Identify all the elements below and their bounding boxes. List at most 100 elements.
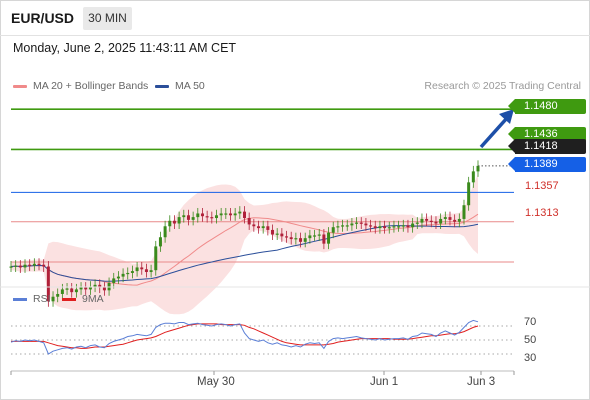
candle-body <box>60 289 64 294</box>
legend-ma20: MA 20 + Bollinger Bands <box>13 80 148 92</box>
rsi-ma-swatch <box>62 297 76 301</box>
candle-body <box>168 220 172 227</box>
candle-body <box>224 213 228 215</box>
candle-body <box>313 235 317 237</box>
candle-body <box>364 223 368 226</box>
candle-body <box>88 286 92 290</box>
legend-ma20-label: MA 20 + Bollinger Bands <box>33 80 149 92</box>
candle-body <box>182 215 186 218</box>
candle-body <box>228 213 232 216</box>
candle-body <box>280 233 284 237</box>
candle-body <box>191 217 195 220</box>
candle-body <box>177 217 181 224</box>
candle-body <box>359 222 363 224</box>
forecast-arrow-shaft <box>479 116 509 149</box>
timeframe-button[interactable]: 30 MIN <box>83 7 132 30</box>
pivot-tag: 1.1389 <box>508 157 586 172</box>
candle-body <box>331 227 335 233</box>
candle-body <box>149 270 153 273</box>
candle-body <box>252 224 256 227</box>
candle-body <box>28 264 32 266</box>
candle-body <box>378 226 382 229</box>
rsi-level-70: 70 <box>524 316 537 328</box>
resistance-2-tag: 1.1480 <box>508 99 586 114</box>
candle-body <box>205 216 209 218</box>
candle-body <box>56 293 60 297</box>
candle-body <box>411 223 415 228</box>
candle-body <box>406 225 410 228</box>
legend-ma50-label: MA 50 <box>175 80 205 92</box>
candle-body <box>74 289 78 293</box>
candle-body <box>261 226 265 229</box>
candle-body <box>434 221 438 224</box>
rsi-ma-line <box>11 323 479 349</box>
candle-body <box>257 226 261 229</box>
rsi-swatch <box>13 297 27 301</box>
x-label-may30: May 30 <box>197 376 235 388</box>
candle-body <box>233 213 237 216</box>
legend-ma50: MA 50 <box>155 80 205 92</box>
legend-rsi-ma-label: 9MA <box>82 293 104 305</box>
candle-body <box>439 218 443 224</box>
candle-body <box>383 226 387 229</box>
candle-body <box>327 232 331 244</box>
candle-body <box>443 217 447 219</box>
candle-body <box>9 266 13 268</box>
candle-body <box>214 215 218 219</box>
candle-body <box>289 237 293 240</box>
chart-header: EUR/USD 30 MIN <box>0 0 590 36</box>
candle-body <box>415 222 419 224</box>
candle-body <box>476 165 480 172</box>
rsi-line <box>10 319 479 355</box>
candle-body <box>186 215 190 220</box>
candle-body <box>51 296 55 302</box>
candle-body <box>401 225 405 227</box>
ma20-swatch <box>13 84 27 88</box>
candle-body <box>23 264 27 268</box>
symbol-label: EUR/USD <box>11 10 75 26</box>
candle-body <box>126 272 130 275</box>
candle-body <box>98 284 102 288</box>
candle-body <box>271 229 275 235</box>
candle-body <box>140 267 144 270</box>
candle-body <box>112 278 116 283</box>
candle-body <box>37 263 41 265</box>
candle-body <box>303 238 307 242</box>
candle-body <box>65 288 69 290</box>
candle-body <box>341 225 345 227</box>
candle-body <box>130 271 134 273</box>
source-credit: Research © 2025 Trading Central <box>424 80 581 92</box>
candle-body <box>462 205 466 219</box>
candle-body <box>453 219 457 222</box>
candle-body <box>350 223 354 226</box>
candle-body <box>14 265 18 267</box>
candle-body <box>345 225 349 227</box>
candle-body <box>387 227 391 229</box>
ma50-line <box>10 223 479 282</box>
resistance-1-tag: 1.1436 <box>508 127 586 142</box>
rsi-level-50: 50 <box>524 334 537 346</box>
support-1-label: 1.1357 <box>525 180 559 192</box>
last-price-tag: 1.1418 <box>508 139 586 154</box>
candle-body <box>369 225 373 227</box>
candle-body <box>471 171 475 183</box>
legend-rsi-ma: 9MA <box>62 293 104 305</box>
legend-rsi-label: RSI <box>33 293 51 305</box>
candle-body <box>84 287 88 290</box>
x-label-jun3: Jun 3 <box>467 376 496 388</box>
candle-body <box>294 238 298 240</box>
candle-body <box>266 226 270 230</box>
rsi-level-30: 30 <box>524 352 537 364</box>
candle-body <box>116 276 120 279</box>
candle-body <box>243 211 246 219</box>
candle-body <box>154 246 158 271</box>
candle-body <box>397 226 401 228</box>
candle-body <box>448 217 452 220</box>
candle-body <box>18 265 22 268</box>
chart-datetime: Monday, June 2, 2025 11:43:11 AM CET <box>13 41 237 55</box>
candle-body <box>93 284 97 287</box>
candle-body <box>200 213 204 217</box>
candle-body <box>317 234 321 236</box>
candle-body <box>425 218 429 221</box>
